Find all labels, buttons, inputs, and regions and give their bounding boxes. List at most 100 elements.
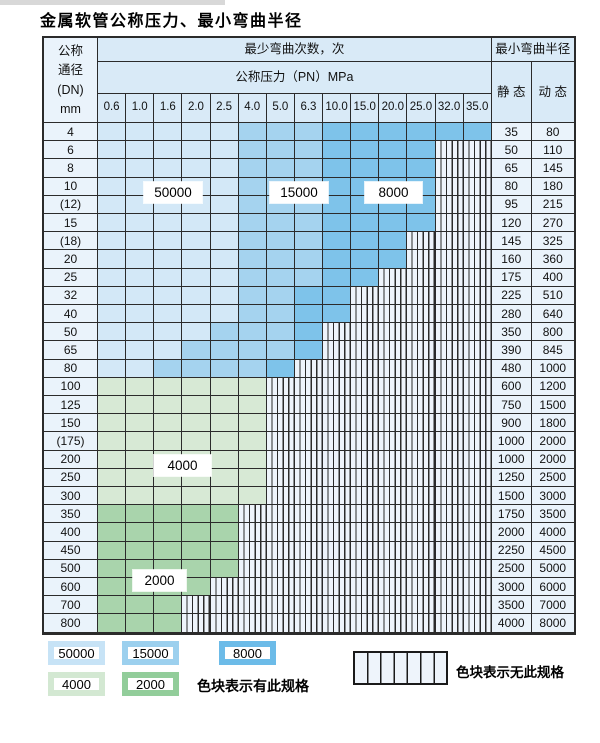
no-spec-cell — [407, 323, 436, 342]
no-spec-cell — [407, 250, 436, 269]
spec-cell-g4 — [210, 414, 239, 433]
no-spec-cell — [435, 159, 464, 178]
no-spec-cell — [463, 359, 492, 378]
dn-cell: 450 — [44, 541, 98, 560]
no-spec-cell — [323, 505, 352, 524]
dynamic-radius-cell: 270 — [531, 214, 574, 233]
spec-cell-b15 — [238, 232, 267, 251]
no-spec-cell — [266, 414, 295, 433]
static-radius-cell: 2500 — [491, 559, 532, 579]
no-spec-cell — [323, 396, 352, 415]
spec-cell-b50 — [154, 141, 183, 160]
no-spec-cell — [379, 396, 408, 415]
static-radius-cell: 175 — [491, 268, 532, 287]
no-spec-cell — [463, 250, 492, 269]
pressure-header-cell: 2.0 — [182, 94, 211, 123]
overlay-label-50000: 50000 — [144, 182, 202, 203]
spec-cell-g2 — [126, 505, 155, 524]
pressure-header-cell: 0.6 — [98, 94, 127, 123]
no-spec-cell — [294, 505, 323, 524]
spec-cell-b8 — [323, 250, 352, 269]
no-spec-cell — [323, 450, 352, 469]
static-radius-cell: 35 — [491, 123, 532, 142]
spec-cell-g4 — [154, 487, 183, 506]
no-spec-cell — [407, 559, 436, 579]
no-spec-cell — [294, 559, 323, 579]
no-spec-cell — [463, 268, 492, 287]
spec-cell-b15 — [238, 250, 267, 269]
no-spec-cell — [435, 268, 464, 287]
spec-cell-b50 — [154, 123, 183, 142]
corner-line-4: mm — [60, 102, 81, 116]
no-spec-cell — [294, 359, 323, 378]
spec-cell-b8 — [351, 159, 380, 178]
no-spec-cell — [435, 323, 464, 342]
spec-cell-b15 — [294, 268, 323, 287]
dn-cell: 350 — [44, 505, 98, 524]
static-radius-cell: 2000 — [491, 523, 532, 542]
spec-cell-g2 — [98, 505, 127, 524]
no-spec-cell — [407, 268, 436, 287]
spec-cell-b8 — [463, 123, 492, 142]
no-spec-cell — [379, 468, 408, 488]
legend-swatch-2000: 2000 — [122, 672, 179, 696]
spec-cell-b50 — [182, 141, 211, 160]
no-spec-cell — [435, 141, 464, 160]
dn-cell: 800 — [44, 614, 98, 633]
spec-cell-b50 — [154, 268, 183, 287]
no-spec-cell — [323, 323, 352, 342]
spec-cell-b8 — [294, 286, 323, 306]
no-spec-cell — [266, 468, 295, 488]
spec-cell-b50 — [126, 359, 155, 378]
spec-cell-b15 — [238, 177, 267, 196]
spec-cell-b50 — [98, 286, 127, 306]
spec-cell-b15 — [238, 323, 267, 342]
spec-cell-b15 — [266, 268, 295, 287]
no-spec-cell — [463, 505, 492, 524]
no-spec-cell — [351, 323, 380, 342]
no-spec-cell — [435, 214, 464, 233]
no-spec-cell — [379, 305, 408, 324]
spec-cell-b50 — [98, 123, 127, 142]
dn-cell: 80 — [44, 359, 98, 378]
no-spec-cell — [463, 523, 492, 542]
dynamic-radius-cell: 2500 — [531, 468, 574, 488]
spec-cell-g4 — [98, 414, 127, 433]
spec-cell-b15 — [266, 214, 295, 233]
dynamic-radius-cell: 1000 — [531, 359, 574, 378]
overlay-label-8000: 8000 — [365, 182, 422, 203]
no-spec-cell — [182, 614, 211, 633]
no-spec-cell — [323, 578, 352, 597]
dn-cell: 125 — [44, 396, 98, 415]
pressure-header-cell: 20.0 — [379, 94, 408, 123]
pressure-header-cell: 5.0 — [266, 94, 295, 123]
spec-cell-b8 — [379, 250, 408, 269]
no-spec-cell — [463, 341, 492, 360]
no-spec-cell — [266, 450, 295, 469]
no-spec-cell — [323, 432, 352, 451]
pressure-header-cell: 1.0 — [126, 94, 155, 123]
static-radius-cell: 350 — [491, 323, 532, 342]
no-spec-cell — [435, 505, 464, 524]
no-spec-cell — [463, 414, 492, 433]
spec-cell-g4 — [126, 414, 155, 433]
no-spec-cell — [323, 487, 352, 506]
spec-cell-b8 — [266, 359, 295, 378]
no-spec-cell — [435, 250, 464, 269]
static-radius-cell: 390 — [491, 341, 532, 360]
spec-cell-g4 — [126, 468, 155, 488]
no-spec-cell — [435, 305, 464, 324]
dn-cell: 65 — [44, 341, 98, 360]
no-spec-cell — [351, 596, 380, 615]
pressure-header-cell: 35.0 — [463, 94, 492, 123]
no-spec-cell — [351, 578, 380, 597]
no-spec-cell — [294, 578, 323, 597]
spec-cell-b50 — [154, 232, 183, 251]
no-spec-cell — [323, 596, 352, 615]
legend-swatch-15000: 15000 — [122, 641, 179, 665]
no-spec-cell — [435, 541, 464, 560]
no-spec-cell — [323, 541, 352, 560]
spec-cell-b8 — [323, 286, 352, 306]
spec-cell-b15 — [210, 323, 239, 342]
no-spec-cell — [463, 432, 492, 451]
